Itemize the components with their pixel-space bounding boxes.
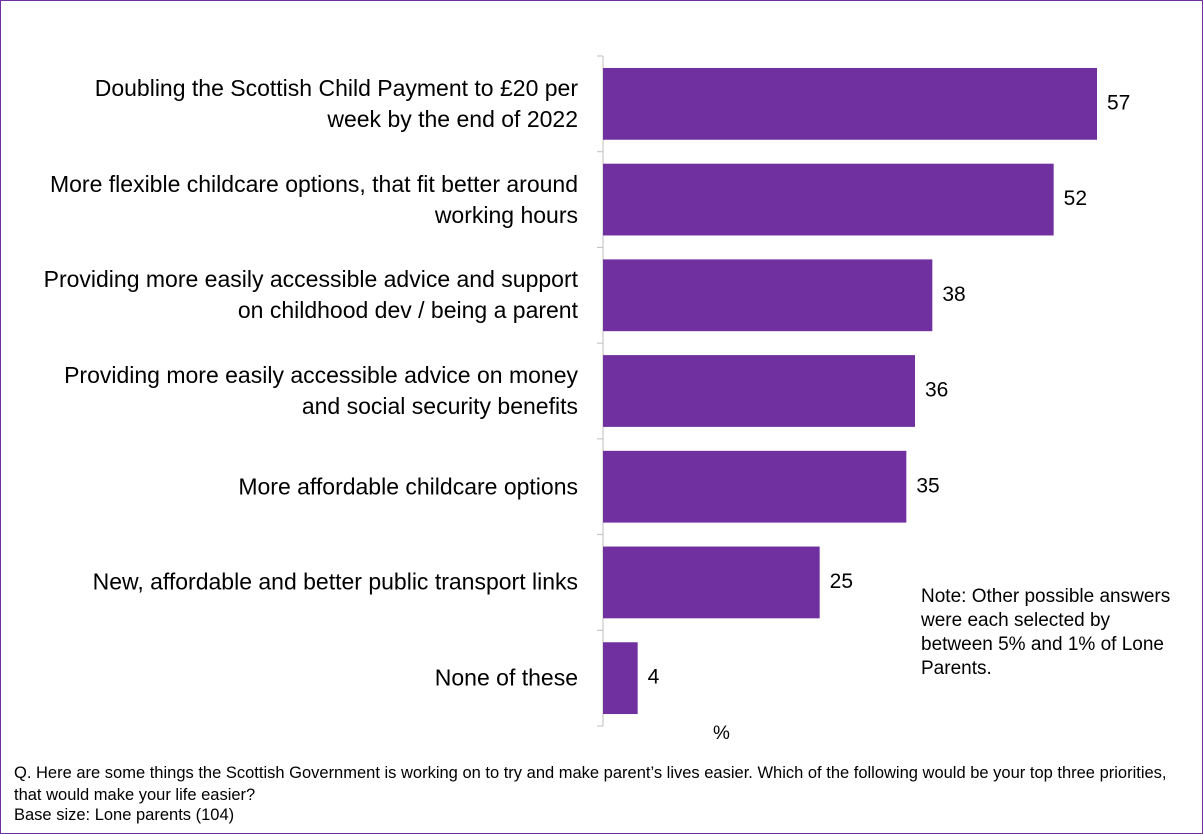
value-label: 36 (925, 379, 948, 402)
value-label: 35 (916, 474, 939, 497)
value-label: 38 (942, 283, 965, 306)
bar (603, 163, 1054, 236)
category-label: More affordable childcare options (238, 473, 578, 500)
value-label: 25 (830, 570, 853, 593)
value-label: 4 (648, 666, 660, 689)
category-label: Providing more easily accessible advice … (64, 362, 578, 419)
category-label: None of these (434, 664, 578, 691)
value-label: 57 (1107, 91, 1130, 114)
category-label: More flexible childcare options, that fi… (49, 170, 578, 228)
bar (603, 642, 638, 715)
bar (603, 67, 1097, 140)
category-label: Providing more easily accessible advice … (43, 266, 578, 324)
question: Q. Here are some things the Scottish Gov… (14, 764, 1167, 804)
value-label: 52 (1064, 187, 1087, 210)
x-axis-label: % (713, 723, 730, 744)
bar (603, 355, 915, 427)
category-label: New, affordable and better public transp… (92, 568, 578, 595)
note: Note: Other possible answers were each s… (921, 586, 1171, 679)
bar (603, 259, 933, 332)
category-label: Doubling the Scottish Child Payment to £… (94, 74, 578, 132)
bar (603, 450, 907, 523)
base-size: Base size: Lone parents (104) (14, 806, 235, 824)
bar (603, 546, 820, 619)
